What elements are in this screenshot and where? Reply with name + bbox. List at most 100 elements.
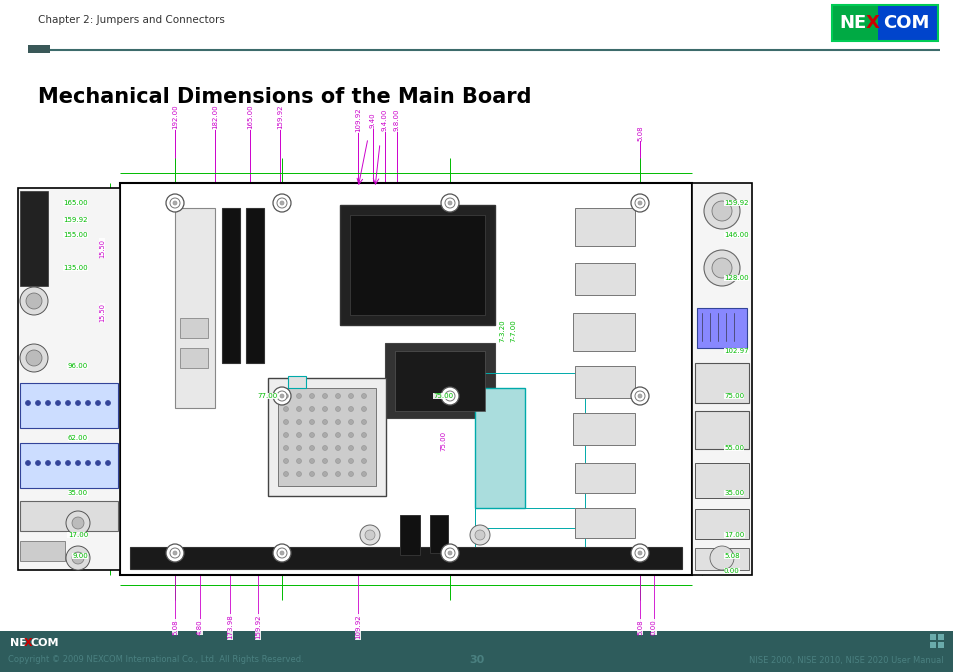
Bar <box>695 363 748 403</box>
Text: 5.08: 5.08 <box>637 125 642 141</box>
Circle shape <box>630 544 648 562</box>
Circle shape <box>440 544 458 562</box>
Bar <box>18 188 120 570</box>
Circle shape <box>361 433 366 437</box>
Circle shape <box>309 394 314 398</box>
Bar <box>288 376 306 388</box>
Bar <box>222 208 240 363</box>
Circle shape <box>283 472 288 476</box>
Circle shape <box>361 407 366 411</box>
Bar <box>120 183 691 575</box>
Bar <box>339 205 495 325</box>
Text: 62.00: 62.00 <box>68 435 88 441</box>
Circle shape <box>86 460 91 466</box>
Circle shape <box>170 198 180 208</box>
Circle shape <box>348 394 354 398</box>
Circle shape <box>95 401 100 405</box>
Circle shape <box>475 530 484 540</box>
Text: 109.92: 109.92 <box>355 615 360 639</box>
Bar <box>937 642 943 648</box>
Circle shape <box>309 419 314 425</box>
Bar <box>20 383 118 428</box>
Circle shape <box>35 401 40 405</box>
Circle shape <box>361 472 366 476</box>
Text: Mechanical Dimensions of the Main Board: Mechanical Dimensions of the Main Board <box>38 87 531 107</box>
Bar <box>575 508 635 538</box>
Bar <box>831 5 937 41</box>
Bar <box>399 515 419 555</box>
Circle shape <box>635 198 644 208</box>
Bar <box>475 508 584 548</box>
Circle shape <box>703 193 740 229</box>
Text: 155.00: 155.00 <box>64 232 88 238</box>
Text: 165.00: 165.00 <box>247 105 253 129</box>
Circle shape <box>35 460 40 466</box>
Text: 15.50: 15.50 <box>99 304 105 323</box>
Text: 35.00: 35.00 <box>68 490 88 496</box>
Circle shape <box>26 460 30 466</box>
Circle shape <box>335 446 340 450</box>
Circle shape <box>335 394 340 398</box>
Circle shape <box>448 201 452 205</box>
Bar <box>697 308 746 348</box>
Circle shape <box>630 387 648 405</box>
Circle shape <box>322 419 327 425</box>
Bar <box>180 318 208 338</box>
Bar <box>475 388 524 508</box>
Text: 9.40: 9.40 <box>370 112 375 128</box>
Circle shape <box>348 472 354 476</box>
Text: 128.00: 128.00 <box>723 275 748 281</box>
Bar <box>831 5 877 41</box>
Text: Copyright © 2009 NEXCOM International Co., Ltd. All Rights Reserved.: Copyright © 2009 NEXCOM International Co… <box>8 655 303 665</box>
Circle shape <box>86 401 91 405</box>
Circle shape <box>335 407 340 411</box>
Bar <box>20 443 118 488</box>
Text: NE: NE <box>839 14 866 32</box>
Circle shape <box>66 401 71 405</box>
Circle shape <box>273 387 291 405</box>
Text: 30: 30 <box>469 655 484 665</box>
Circle shape <box>296 458 301 464</box>
Text: 9.8.00: 9.8.00 <box>394 109 399 131</box>
Text: X: X <box>24 638 32 648</box>
Circle shape <box>309 446 314 450</box>
Circle shape <box>348 446 354 450</box>
Circle shape <box>638 551 641 555</box>
Text: 7-7.00: 7-7.00 <box>510 320 516 342</box>
Bar <box>385 343 495 418</box>
Text: 75.00: 75.00 <box>439 431 446 451</box>
Circle shape <box>448 394 452 398</box>
Text: 5.08: 5.08 <box>172 619 178 635</box>
Circle shape <box>280 551 284 555</box>
Circle shape <box>638 201 641 205</box>
Circle shape <box>166 544 184 562</box>
Circle shape <box>470 525 490 545</box>
Bar <box>430 515 448 553</box>
Bar <box>174 208 214 408</box>
Circle shape <box>711 201 731 221</box>
Circle shape <box>630 194 648 212</box>
Text: COM: COM <box>30 638 59 648</box>
Text: 135.00: 135.00 <box>63 265 88 271</box>
Circle shape <box>172 201 177 205</box>
Circle shape <box>444 198 455 208</box>
Circle shape <box>20 344 48 372</box>
Bar <box>20 191 48 286</box>
Bar <box>180 348 208 368</box>
Bar <box>573 413 635 445</box>
Bar <box>575 263 635 295</box>
Text: 146.00: 146.00 <box>723 232 748 238</box>
Text: NISE 2000, NISE 2010, NISE 2020 User Manual: NISE 2000, NISE 2010, NISE 2020 User Man… <box>749 655 943 665</box>
Circle shape <box>75 401 80 405</box>
Circle shape <box>71 517 84 529</box>
Bar <box>0 631 953 672</box>
Text: 182.00: 182.00 <box>212 105 218 129</box>
Circle shape <box>55 401 60 405</box>
Circle shape <box>322 394 327 398</box>
Circle shape <box>273 544 291 562</box>
Circle shape <box>635 391 644 401</box>
Circle shape <box>711 258 731 278</box>
Circle shape <box>26 350 42 366</box>
Bar <box>246 208 264 363</box>
Bar <box>929 634 935 640</box>
